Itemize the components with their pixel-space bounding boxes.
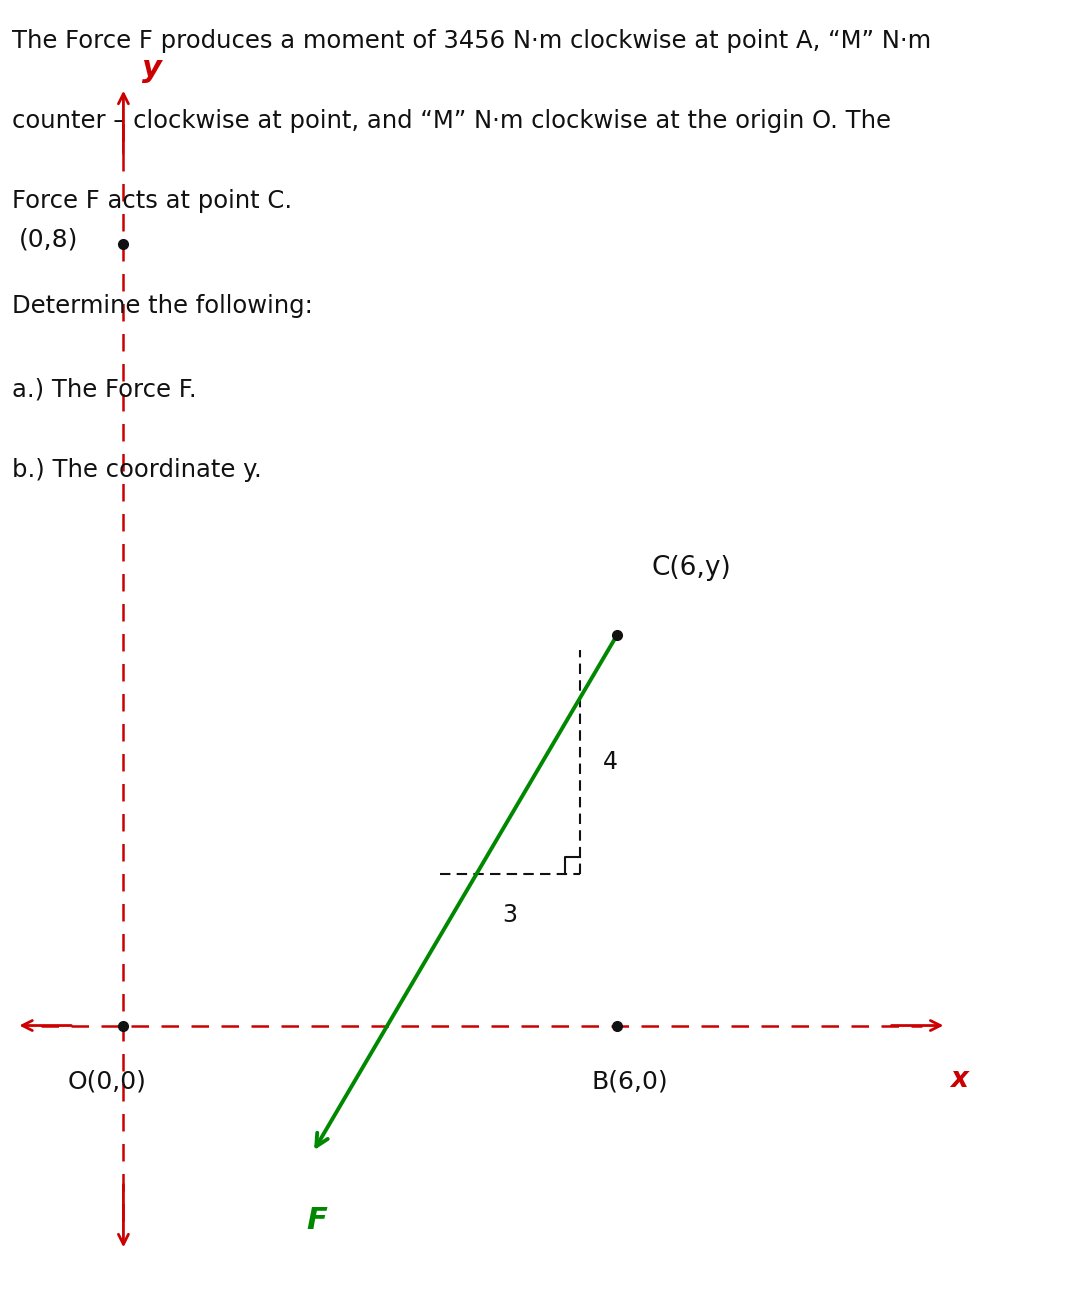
Text: y: y (143, 55, 162, 83)
Text: Force F acts at point C.: Force F acts at point C. (12, 190, 293, 213)
Text: 3: 3 (502, 903, 517, 927)
Text: b.) The coordinate y.: b.) The coordinate y. (12, 457, 262, 482)
Text: C(6,y): C(6,y) (651, 555, 731, 581)
Text: F: F (307, 1207, 327, 1235)
Text: counter – clockwise at point, and “M” N·m clockwise at the origin O. The: counter – clockwise at point, and “M” N·… (12, 109, 891, 134)
Text: a.) The Force F.: a.) The Force F. (12, 378, 197, 401)
Text: (0,8): (0,8) (18, 227, 78, 251)
Text: Determine the following:: Determine the following: (12, 294, 313, 317)
Text: The Force F produces a moment of 3456 N·m clockwise at point A, “M” N·m: The Force F produces a moment of 3456 N·… (12, 30, 931, 53)
Text: x: x (949, 1065, 968, 1094)
Text: O(0,0): O(0,0) (68, 1069, 147, 1094)
Text: B(6,0): B(6,0) (591, 1069, 667, 1094)
Text: 4: 4 (603, 750, 618, 774)
